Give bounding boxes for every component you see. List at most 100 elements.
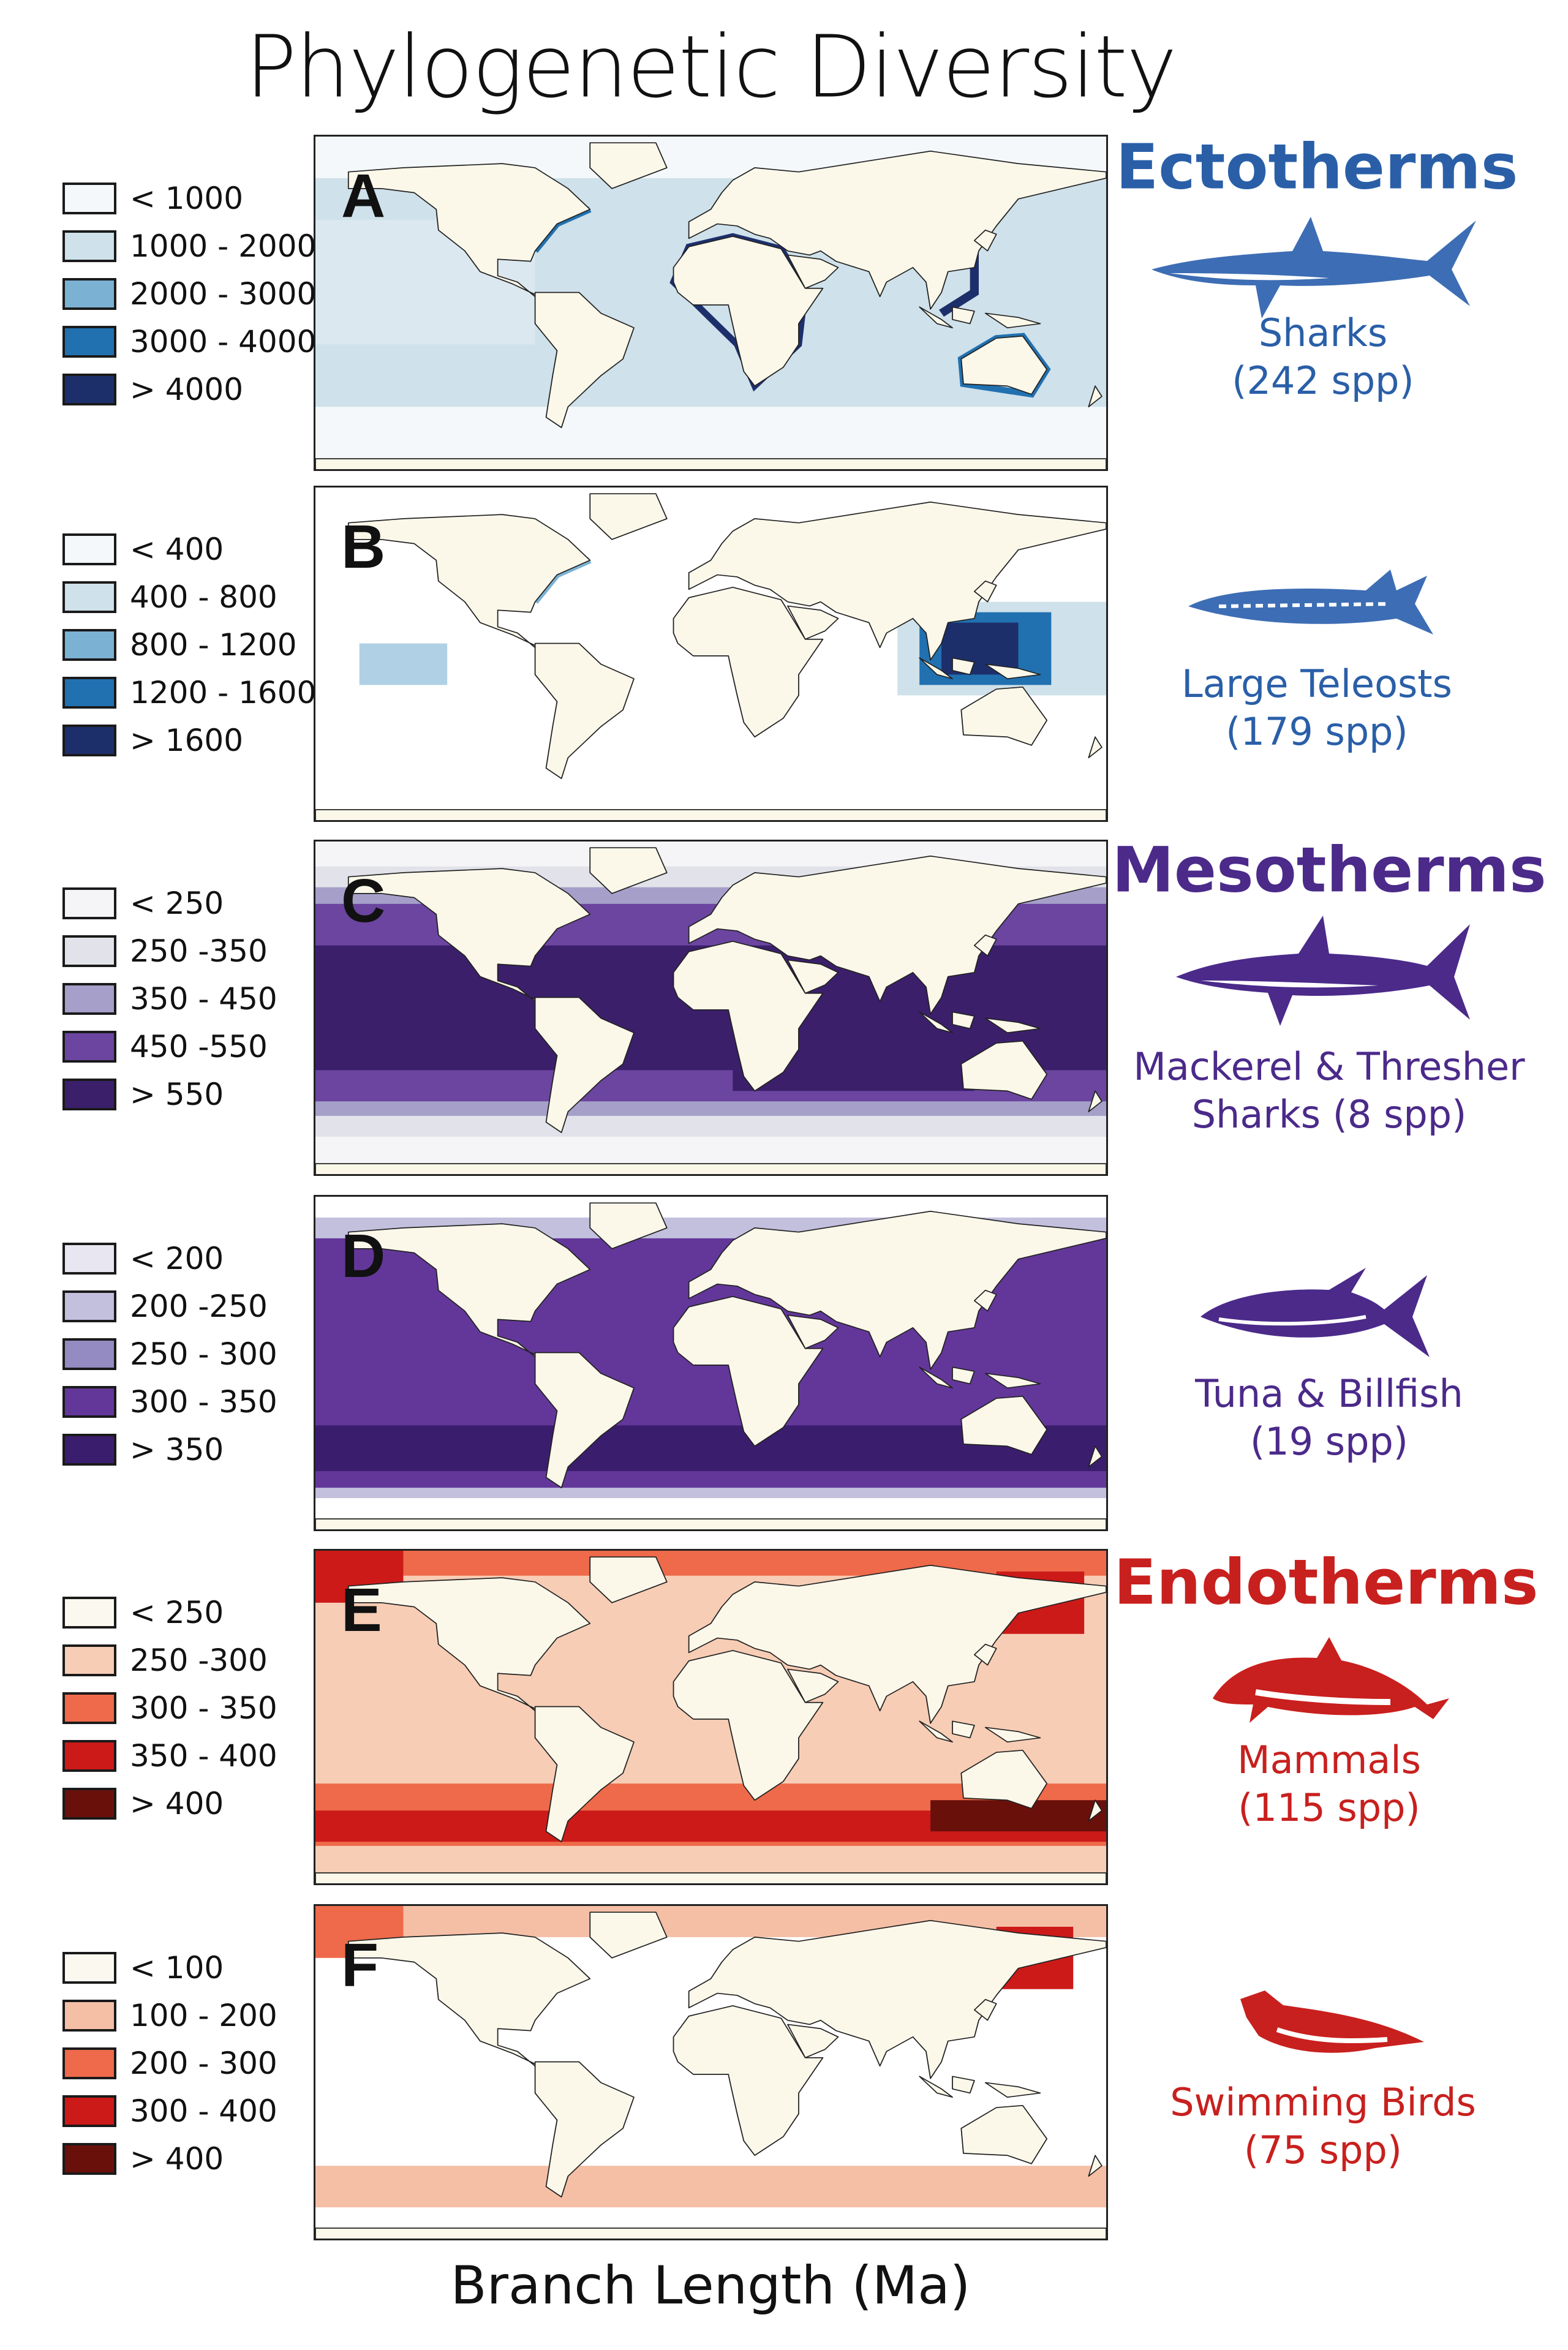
legend-label: 100 - 200 [130,1998,277,2033]
legend-label: 1200 - 1600 [130,675,317,710]
legend-label: 3000 - 4000 [130,324,317,360]
species-count: (75 spp) [1243,2128,1402,2172]
legend-entry: < 250 [62,1589,277,1636]
penguin-icon [1240,1990,1424,2053]
legend-swatch [62,887,116,919]
legend-swatch [62,230,116,262]
taxon-label-mackerel-sharks: Mackerel & Thresher Sharks (8 spp) [1133,1043,1525,1139]
legend-label: < 250 [130,886,224,921]
legend-entry: 450 -550 [62,1023,277,1071]
legend-entry: > 550 [62,1071,277,1118]
legend-label: 350 - 400 [130,1738,277,1774]
legend-label: 450 -550 [130,1029,268,1064]
legend-swatch [62,374,116,405]
legend-entry: < 250 [62,879,277,927]
legend-entry: > 400 [62,1780,277,1828]
map-panel-e: E [314,1549,1108,1885]
legend-entry: 250 - 300 [62,1330,277,1378]
legend-label: 300 - 350 [130,1690,277,1726]
map-panel-f: F [314,1904,1108,2240]
legend-swatch [62,983,116,1015]
legend-swatch [62,2047,116,2079]
legend-f: < 100 100 - 200 200 - 300 300 - 400 > 400 [62,1944,277,2183]
legend-a: < 1000 1000 - 2000 2000 - 3000 3000 - 4000 >… [62,175,316,413]
legend-entry: 250 -350 [62,927,277,975]
legend-swatch [62,1386,116,1418]
figure-title: Phylogenetic Diversity [245,17,1177,118]
legend-entry: 350 - 450 [62,975,277,1023]
legend-label: > 400 [130,2141,224,2177]
legend-swatch [62,1740,116,1772]
legend-swatch [62,183,116,214]
taxon-label-birds: Swimming Birds (75 spp) [1170,2079,1476,2174]
legend-label: 200 -250 [130,1289,268,1324]
species-count: (242 spp) [1232,358,1414,403]
legend-entry: < 100 [62,1944,277,1992]
legend-entry: 1200 - 1600 [62,669,316,717]
legend-swatch [62,935,116,967]
legend-label: 1000 - 2000 [130,228,317,264]
legend-label: < 400 [130,532,224,567]
legend-label: < 1000 [130,181,244,216]
legend-label: > 350 [130,1432,224,1467]
legend-entry: > 1600 [62,717,316,764]
legend-swatch [62,581,116,613]
legend-swatch [62,1644,116,1676]
legend-label: < 100 [130,1950,224,1986]
legend-entry: > 350 [62,1426,277,1474]
legend-label: < 250 [130,1595,224,1630]
group-label-endotherms: Endotherms [1114,1546,1539,1619]
legend-swatch [62,1692,116,1724]
legend-label: 250 - 300 [130,1336,277,1372]
map-panel-b: B [314,486,1108,822]
legend-swatch [62,725,116,756]
legend-entry: 1000 - 2000 [62,222,316,270]
map-panel-c: C [314,840,1108,1176]
legend-e: < 250 250 -300 300 - 350 350 - 400 > 400 [62,1589,277,1828]
legend-label: 800 - 1200 [130,627,297,663]
legend-swatch [62,2095,116,2127]
taxon-label-teleosts: Large Teleosts (179 spp) [1182,660,1452,756]
legend-swatch [62,278,116,310]
legend-label: 250 -300 [130,1643,268,1678]
legend-entry: 200 - 300 [62,2039,277,2087]
legend-label: 300 - 350 [130,1384,277,1420]
legend-swatch [62,1952,116,1984]
tuna-icon [1200,1268,1430,1357]
map-panel-a: A [314,135,1108,471]
legend-swatch [62,2000,116,2032]
legend-swatch [62,1788,116,1820]
legend-entry: < 200 [62,1235,277,1282]
legend-entry: 400 - 800 [62,573,316,621]
panel-letter: D [341,1222,386,1290]
taxon-label-sharks: Sharks (242 spp) [1232,309,1414,405]
legend-entry: 3000 - 4000 [62,318,316,366]
legend-swatch [62,326,116,358]
taxon-name: Sharks [1258,311,1388,355]
legend-swatch [62,1597,116,1629]
taxon-label-mammals: Mammals (115 spp) [1237,1736,1421,1832]
legend-label: 2000 - 3000 [130,276,317,312]
legend-entry: 2000 - 3000 [62,270,316,318]
legend-label: 200 - 300 [130,2046,277,2081]
legend-entry: < 400 [62,525,316,573]
legend-swatch [62,1434,116,1466]
legend-entry: 250 -300 [62,1636,277,1684]
legend-swatch [62,1338,116,1370]
map-c [315,842,1106,1174]
map-f [315,1906,1106,2239]
legend-entry: 200 -250 [62,1282,277,1330]
legend-swatch [62,1079,116,1110]
barracuda-icon [1188,570,1433,635]
legend-entry: 300 - 350 [62,1684,277,1732]
legend-entry: 300 - 350 [62,1378,277,1426]
panel-letter: C [341,867,386,935]
legend-swatch [62,629,116,661]
panel-letter: F [341,1931,379,2000]
dolphin-icon [1213,1637,1449,1723]
legend-label: < 200 [130,1241,224,1276]
panel-letter: E [341,1576,382,1644]
legend-entry: > 400 [62,2135,277,2183]
map-d [315,1197,1106,1529]
legend-b: < 400 400 - 800 800 - 1200 1200 - 1600 > 160… [62,525,316,764]
